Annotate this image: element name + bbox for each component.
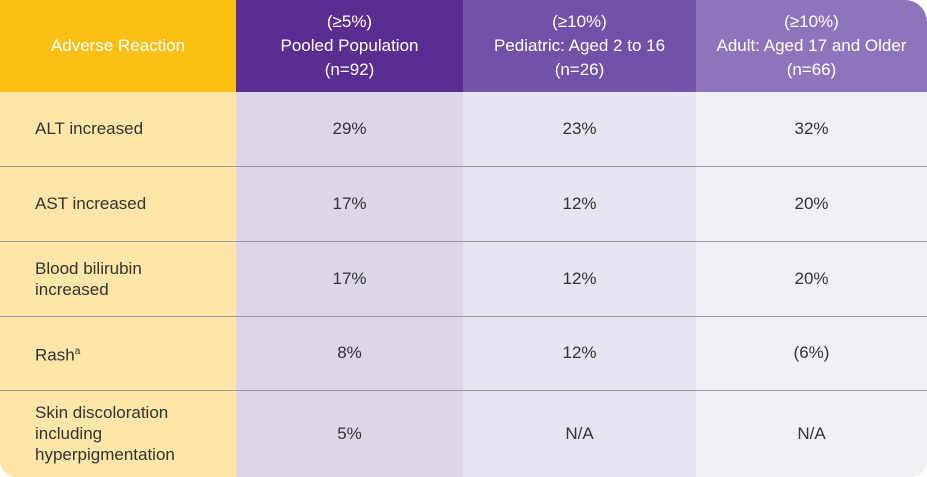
value-cell: (6%) — [696, 315, 927, 390]
value-cell: 17% — [236, 165, 463, 241]
data-row: Blood bilirubin increased 17% 12% 20% — [0, 240, 927, 316]
footnote-marker: a — [74, 345, 81, 357]
header-line: (≥10%) — [784, 12, 839, 31]
row-label: Skin discoloration including hyperpigmen… — [35, 402, 203, 465]
value-cell: N/A — [696, 389, 927, 477]
header-line: (n=26) — [554, 60, 605, 79]
row-label: AST increased — [35, 193, 146, 214]
data-row: AST increased 17% 12% 20% — [0, 165, 927, 241]
row-label-cell: Blood bilirubin increased — [0, 240, 236, 316]
row-label: ALT increased — [35, 118, 143, 139]
value-cell: 17% — [236, 240, 463, 316]
header-cell: (≥10%) Adult: Aged 17 and Older (n=66) — [696, 0, 927, 92]
value-cell: 12% — [463, 240, 696, 316]
value-cell: 32% — [696, 92, 927, 166]
header-row: Adverse Reaction (≥5%) Pooled Population (n… — [0, 0, 927, 92]
row-label-text: Blood bilirubin increased — [35, 258, 142, 299]
row-label: Rasha — [35, 341, 80, 366]
data-row: Skin discoloration including hyperpigmen… — [0, 389, 927, 477]
header-cell: (≥5%) Pooled Population (n=92) — [236, 0, 463, 92]
value-cell: 20% — [696, 240, 927, 316]
header-line: (≥10%) — [552, 12, 607, 31]
header-line: (n=66) — [786, 60, 837, 79]
header-line: Adult: Aged 17 and Older — [716, 36, 907, 55]
row-label-text: Skin discoloration including hyperpigmen… — [35, 403, 175, 465]
row-label-text: AST increased — [35, 194, 147, 213]
header-cell: Adverse Reaction — [0, 0, 236, 92]
value-cell: 20% — [696, 165, 927, 241]
header-line: (n=92) — [324, 60, 375, 79]
value-cell: 5% — [236, 389, 463, 477]
value-cell: 29% — [236, 92, 463, 166]
value-cell: N/A — [463, 389, 696, 477]
header-line: Adverse Reaction — [50, 36, 186, 55]
header-line: Pooled Population — [280, 36, 419, 55]
row-label-text: Rash — [35, 345, 75, 365]
header-cell: (≥10%) Pediatric: Aged 2 to 16 (n=26) — [463, 0, 696, 92]
value-cell: 12% — [463, 315, 696, 390]
header-line: Pediatric: Aged 2 to 16 — [493, 36, 666, 55]
data-row: Rasha 8% 12% (6%) — [0, 315, 927, 390]
row-label-text: ALT increased — [35, 119, 144, 139]
row-label-cell: AST increased — [0, 165, 236, 241]
row-label-cell: ALT increased — [0, 92, 236, 166]
row-label-cell: Skin discoloration including hyperpigmen… — [0, 389, 236, 477]
value-cell: 12% — [463, 165, 696, 241]
data-row: ALT increased 29% 23% 32% — [0, 92, 927, 166]
value-cell: 23% — [463, 92, 696, 166]
row-label: Blood bilirubin increased — [35, 258, 203, 300]
row-label-cell: Rasha — [0, 315, 236, 390]
header-line: (≥5%) — [326, 12, 373, 31]
value-cell: 8% — [236, 315, 463, 390]
